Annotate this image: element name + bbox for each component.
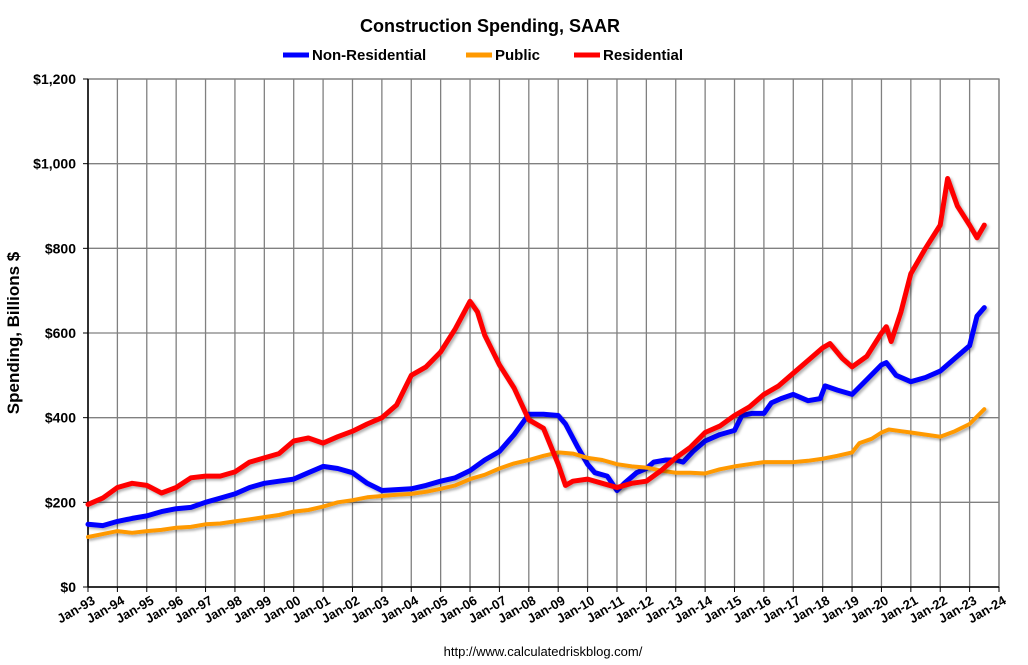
series-lines (85, 176, 987, 539)
series-line-non-residential (85, 305, 987, 529)
y-tick-label: $600 (45, 325, 76, 341)
y-tick-label: $400 (45, 410, 76, 426)
y-tick-label: $200 (45, 494, 76, 510)
legend-item: Public (466, 47, 540, 64)
y-axis-label: Spending, Billions $ (4, 251, 23, 414)
legend-label: Public (495, 47, 540, 64)
legend-label: Residential (603, 47, 683, 64)
series-line-public (86, 407, 987, 539)
legend-label: Non-Residential (312, 47, 426, 64)
legend-item: Residential (574, 47, 683, 64)
y-tick-label: $1,000 (33, 156, 76, 172)
y-axis: $0 $200 $400 $600 $800 $1,000 $1,200 (33, 71, 89, 595)
grid (87, 78, 1000, 588)
y-tick-label: $800 (45, 240, 76, 256)
y-tick-label: $0 (60, 579, 76, 595)
legend: Non-Residential Public Residential (283, 47, 683, 64)
y-tick-label: $1,200 (33, 71, 76, 87)
chart-title: Construction Spending, SAAR (360, 16, 620, 36)
series-line-residential (85, 176, 987, 507)
legend-item: Non-Residential (283, 47, 426, 64)
x-axis: Jan-93Jan-94Jan-95Jan-96Jan-97Jan-98Jan-… (54, 586, 1009, 626)
source-url: http://www.calculatedriskblog.com/ (444, 644, 643, 659)
